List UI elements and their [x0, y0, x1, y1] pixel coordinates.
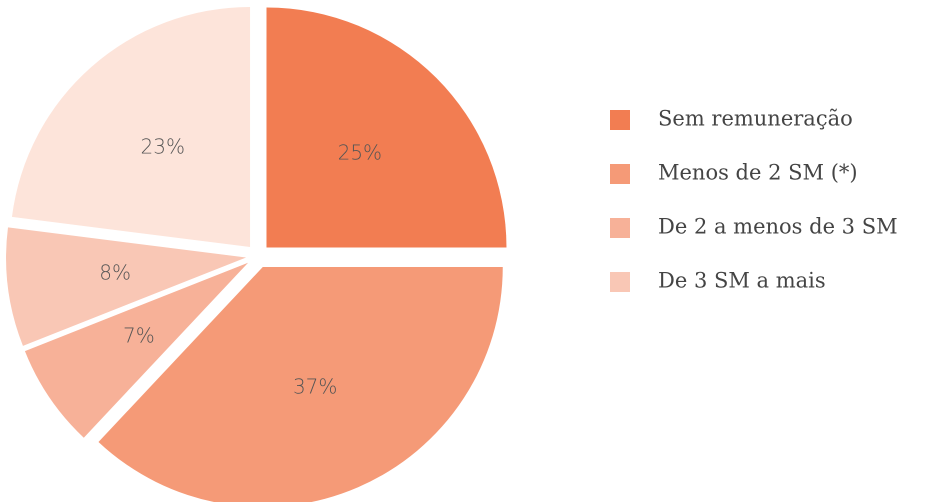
- pie-slice: [266, 7, 507, 248]
- pie-slice: [6, 227, 247, 346]
- pie-slice: [24, 262, 249, 438]
- legend-swatch: [610, 164, 630, 184]
- legend-label: De 2 a menos de 3 SM: [658, 215, 898, 239]
- legend-swatch: [610, 110, 630, 130]
- legend-swatch: [610, 218, 630, 238]
- legend-label: Sem remuneração: [658, 107, 853, 131]
- legend-label: Menos de 2 SM (*): [658, 161, 858, 185]
- value-label: 23%: [141, 134, 185, 158]
- value-label: 25%: [338, 141, 382, 165]
- legend-label: De 3 SM a mais: [658, 269, 826, 293]
- pie-slice: [11, 6, 251, 247]
- value-label: 37%: [293, 375, 337, 399]
- value-label: 7%: [123, 323, 155, 347]
- pie-slice: [98, 267, 503, 502]
- value-label: 8%: [99, 261, 131, 285]
- legend-swatch: [610, 272, 630, 292]
